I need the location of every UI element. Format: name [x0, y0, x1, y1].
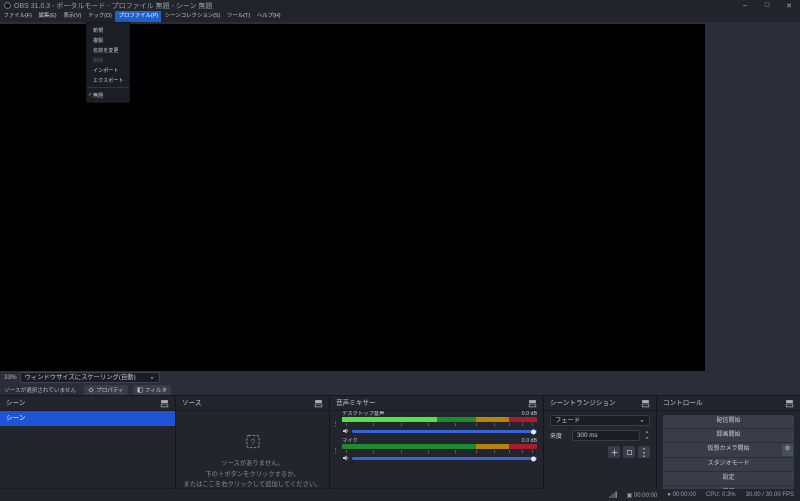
svg-text:?: ? — [250, 438, 255, 447]
